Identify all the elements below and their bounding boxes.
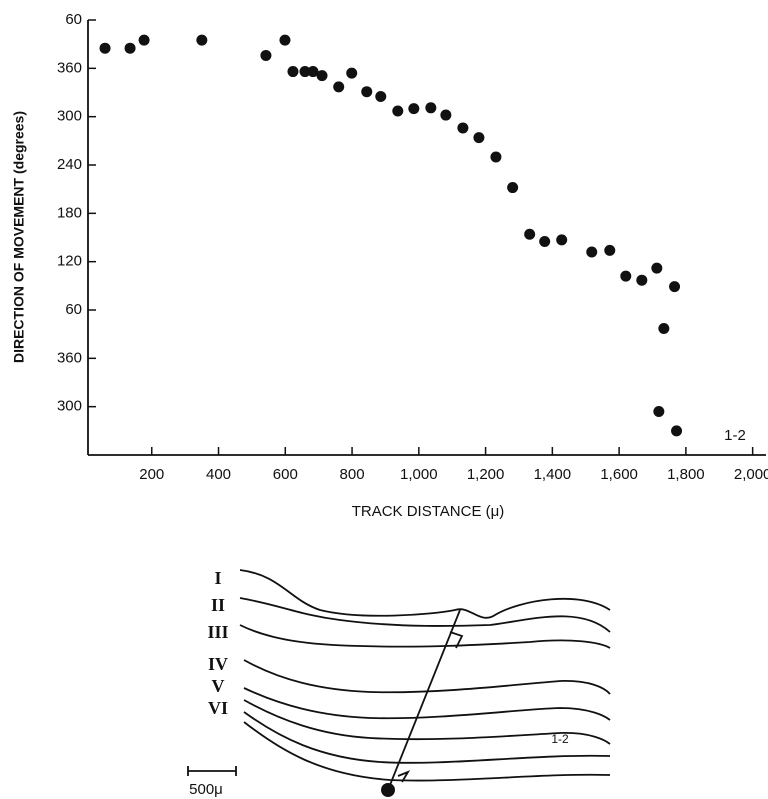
data-point	[346, 67, 358, 79]
scale-bar	[187, 766, 237, 776]
y-tick-label: 360	[57, 349, 82, 366]
layer-label: V	[212, 676, 225, 696]
data-point	[620, 270, 632, 282]
data-point	[651, 262, 663, 274]
layer-line	[243, 687, 611, 721]
x-tick-label: 1,200	[467, 466, 505, 483]
x-tick-label: 400	[206, 466, 231, 483]
x-tick-label: 1,600	[600, 466, 638, 483]
track-mark	[397, 770, 411, 783]
data-point	[669, 281, 681, 293]
data-point	[671, 425, 683, 437]
data-point	[604, 244, 616, 256]
y-tick-label: 60	[65, 301, 82, 318]
layer-line	[243, 659, 611, 695]
data-point	[375, 91, 387, 103]
data-point	[196, 34, 208, 46]
data-point	[658, 323, 670, 335]
layer-label: VI	[208, 698, 228, 718]
x-tick-label: 1,000	[400, 466, 438, 483]
y-tick-label: 300	[57, 398, 82, 415]
track-label: 1-2	[551, 732, 569, 746]
data-point	[138, 34, 150, 46]
x-tick-label: 800	[340, 466, 365, 483]
data-point	[99, 42, 111, 54]
data-point	[124, 42, 136, 54]
x-axis-label: TRACK DISTANCE (μ)	[352, 503, 505, 520]
data-point	[524, 228, 536, 240]
track-line	[387, 609, 461, 791]
data-point	[316, 70, 328, 82]
data-point	[653, 406, 665, 417]
data-point	[425, 102, 437, 114]
y-tick-label: 360	[57, 59, 82, 76]
y-axis-label: DIRECTION OF MOVEMENT (degrees)	[11, 111, 27, 363]
data-point	[307, 66, 319, 78]
scale-label: 500μ	[189, 781, 223, 798]
layer-diagram: 500μ 1-2 I II III IV V VI	[187, 568, 611, 798]
data-point	[299, 66, 311, 78]
data-point	[457, 122, 469, 134]
data-point	[333, 81, 345, 93]
data-point	[507, 182, 519, 194]
data-point	[586, 246, 598, 258]
layer-label: I	[214, 568, 221, 588]
layer-line	[243, 699, 611, 745]
data-point	[260, 49, 272, 61]
data-point	[279, 34, 291, 46]
data-point	[636, 274, 648, 286]
layer-label: II	[211, 595, 225, 615]
x-tick-label: 200	[139, 466, 164, 483]
y-tick-label: 120	[57, 253, 82, 270]
layer-label: III	[207, 622, 228, 642]
x-tick-label: 1,400	[534, 466, 572, 483]
data-point	[556, 234, 568, 246]
data-point	[490, 151, 502, 163]
layer-line	[243, 711, 611, 764]
annotation: 1-2	[724, 427, 746, 444]
y-tick-label: 180	[57, 204, 82, 221]
data-point	[473, 132, 485, 144]
x-tick-label: 1,800	[667, 466, 705, 483]
layer-line	[239, 597, 611, 633]
data-point	[392, 105, 404, 117]
data-point	[440, 109, 452, 121]
layer-line	[239, 624, 611, 649]
y-tick-label: 300	[57, 108, 82, 125]
layer-line	[239, 569, 611, 619]
data-point	[539, 236, 551, 248]
data-point	[287, 66, 299, 78]
data-point	[408, 103, 420, 115]
track-mark	[449, 631, 464, 649]
data-point	[361, 86, 373, 98]
layer-label: IV	[208, 654, 228, 674]
x-tick-label: 600	[273, 466, 298, 483]
y-tick-label: 240	[57, 156, 82, 173]
layer-line	[243, 721, 611, 782]
y-tick-label: 60	[65, 11, 82, 28]
x-tick-label: 2,000	[734, 466, 768, 483]
track-end	[381, 783, 395, 797]
